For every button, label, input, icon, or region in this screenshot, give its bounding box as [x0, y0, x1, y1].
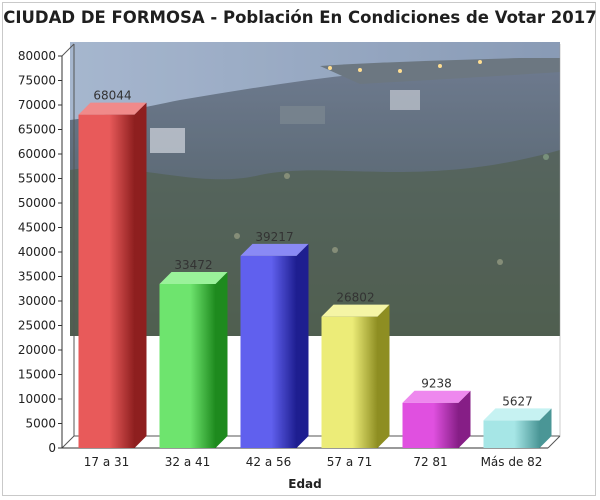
chart-walls: [61, 43, 561, 449]
bar-top: [402, 390, 471, 403]
bar-top: [78, 102, 147, 115]
x-category-label: 32 a 41: [165, 455, 211, 469]
chart-frame: [2, 2, 596, 496]
bar-front: [483, 420, 540, 448]
y-tick-label: 50000: [18, 196, 56, 210]
y-tick-label: 15000: [18, 368, 56, 382]
bar[interactable]: [78, 102, 147, 448]
data-label: 39217: [255, 230, 293, 244]
bars: [78, 102, 552, 448]
y-tick-label: 60000: [18, 147, 56, 161]
bar[interactable]: [240, 243, 309, 448]
bar-side: [539, 408, 552, 448]
bar-top: [321, 304, 390, 317]
bar-front: [321, 316, 378, 448]
bar[interactable]: [321, 304, 390, 448]
y-tick-label: 80000: [18, 49, 56, 63]
y-tick-label: 75000: [18, 74, 56, 88]
x-category-label: 42 a 56: [246, 455, 292, 469]
data-label: 9238: [421, 377, 452, 391]
data-label: 68044: [93, 89, 131, 103]
y-axis-ticks: 0 5000 10000 15000 20000 25000 30000 35000 40000…: [18, 49, 62, 455]
bar-front: [402, 402, 459, 448]
data-label: 5627: [502, 394, 533, 408]
x-category-label: 72 81: [413, 455, 447, 469]
y-tick-label: 25000: [18, 319, 56, 333]
bar[interactable]: [159, 271, 228, 448]
y-tick-label: 35000: [18, 270, 56, 284]
bar-front: [78, 114, 135, 448]
bar-top: [240, 243, 309, 256]
y-tick-label: 55000: [18, 172, 56, 186]
y-tick-label: 5000: [25, 417, 56, 431]
y-tick-label: 65000: [18, 123, 56, 137]
data-label: 26802: [336, 291, 374, 305]
bar-side: [377, 304, 390, 448]
bar-side: [296, 243, 309, 448]
y-tick-label: 70000: [18, 98, 56, 112]
x-axis-categories: 17 a 31 32 a 41 42 a 56 57 a 71 72 81 Más de …: [84, 455, 543, 469]
bar-top: [483, 408, 552, 421]
data-labels: 68044 33472 39217 26802 9238 5627: [93, 89, 532, 409]
bar-top: [159, 271, 228, 284]
bar-front: [240, 255, 297, 448]
bar[interactable]: [402, 390, 471, 448]
bar[interactable]: [483, 408, 552, 448]
y-tick-label: 30000: [18, 294, 56, 308]
x-axis-title: Edad: [288, 477, 321, 491]
bar-side: [215, 271, 228, 448]
bar-front: [159, 283, 216, 448]
data-label: 33472: [174, 258, 212, 272]
x-category-label: 17 a 31: [84, 455, 130, 469]
y-tick-label: 40000: [18, 245, 56, 259]
x-category-label: 57 a 71: [327, 455, 373, 469]
bar-side: [134, 102, 147, 448]
y-tick-label: 10000: [18, 392, 56, 406]
y-tick-label: 45000: [18, 221, 56, 235]
y-tick-label: 20000: [18, 343, 56, 357]
bar-side: [458, 390, 471, 448]
chart-title: CIUDAD DE FORMOSA - Población En Condici…: [3, 8, 597, 27]
y-tick-label: 0: [48, 441, 56, 455]
x-category-label: Más de 82: [481, 455, 543, 469]
